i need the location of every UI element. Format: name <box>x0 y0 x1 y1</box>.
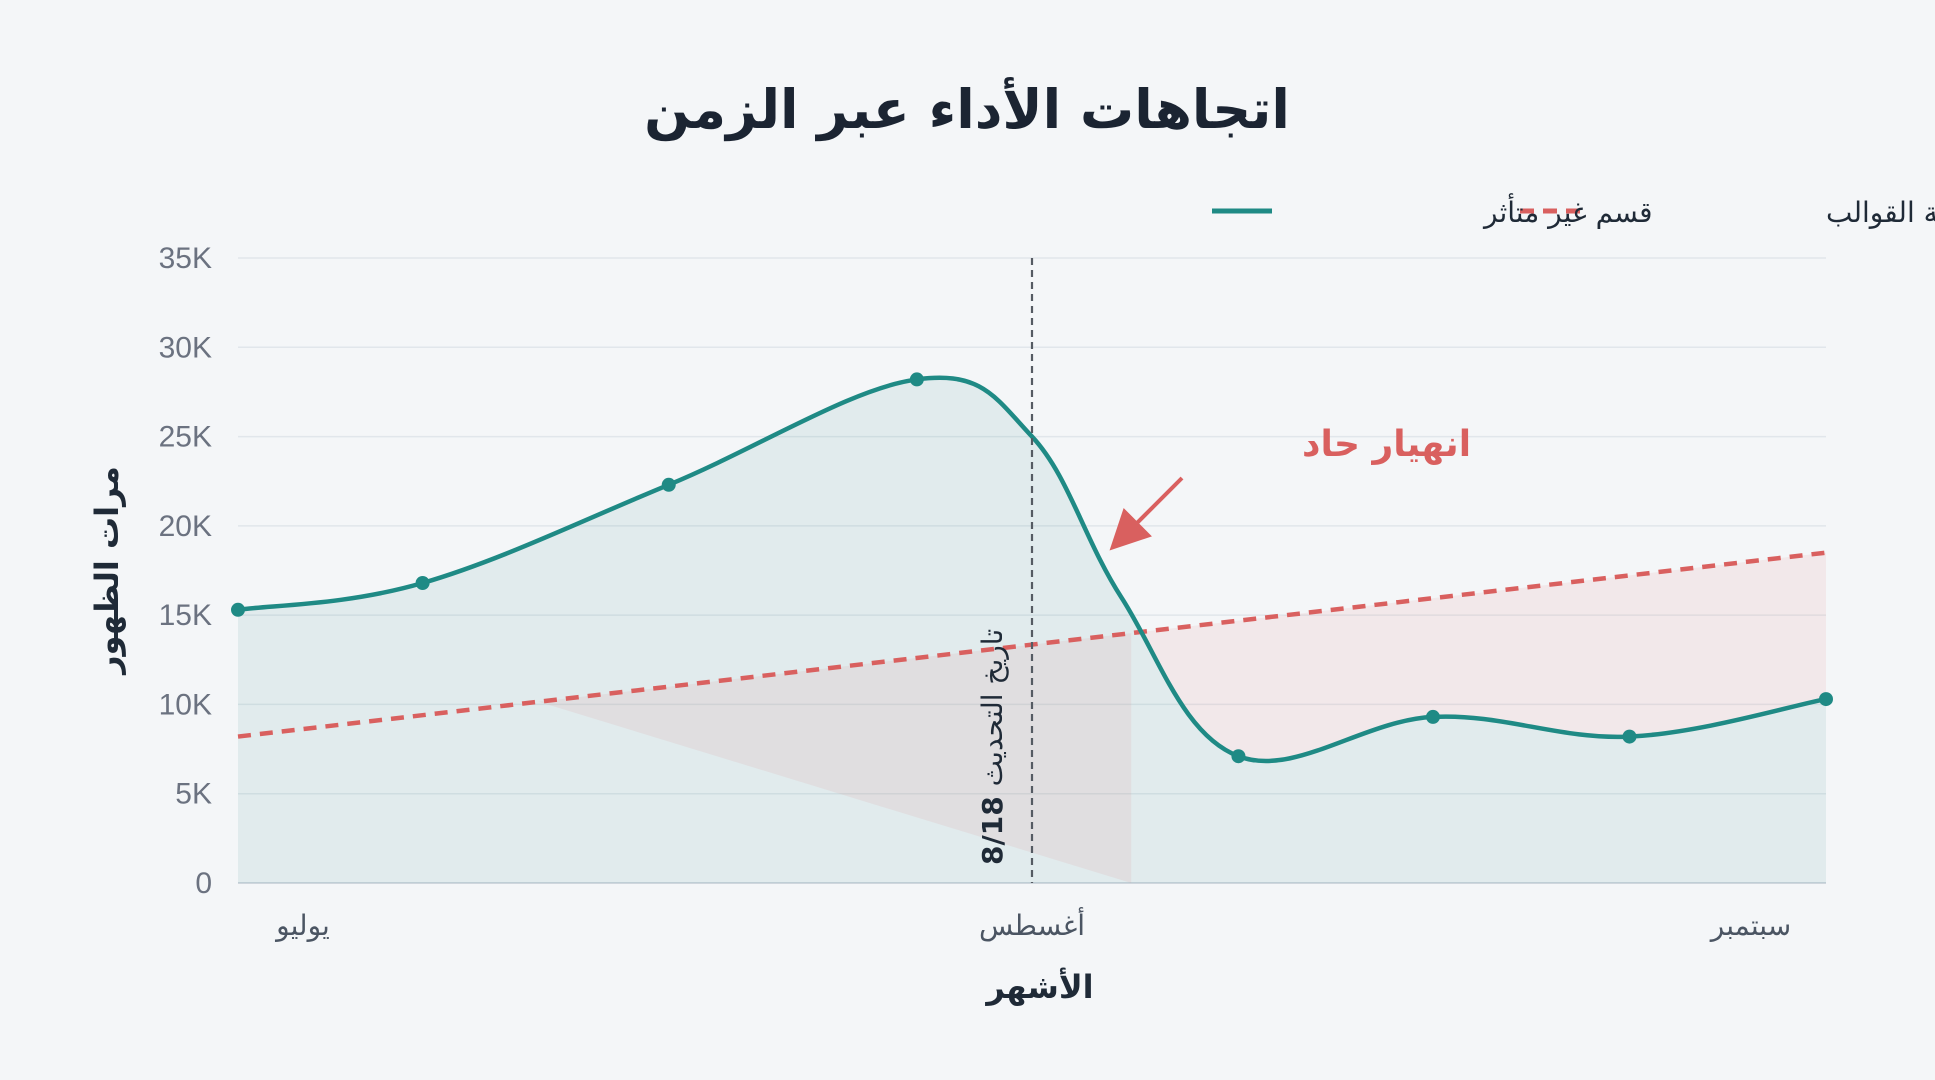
x-axis-ticks: يوليو أغسطس سبتمبر <box>274 906 1791 942</box>
y-tick-label: 20K <box>159 510 212 543</box>
annotation-text: انهيار حاد <box>1302 424 1471 465</box>
data-point <box>415 576 430 590</box>
annotation-arrow <box>1109 476 1184 551</box>
y-tick-label: 10K <box>159 688 212 721</box>
data-point <box>1231 749 1246 764</box>
x-tick-label: يوليو <box>274 909 330 942</box>
y-tick-label: 25K <box>159 421 212 454</box>
x-tick-label: سبتمبر <box>1709 909 1791 942</box>
reference-line-group: 8/18 تاريخ التحديث <box>976 258 1034 883</box>
reference-line-label: 8/18 تاريخ التحديث <box>976 629 1009 865</box>
y-tick-label: 5K <box>175 778 212 811</box>
y-tick-label: 15K <box>159 599 212 632</box>
reference-line-date: 8/18 <box>976 796 1009 865</box>
x-axis-title: الأشهر <box>984 967 1093 1006</box>
reference-line-text: تاريخ التحديث <box>976 629 1009 786</box>
x-tick-label: أغسطس <box>979 906 1085 942</box>
data-point <box>661 477 676 492</box>
y-tick-label: 0 <box>195 867 212 900</box>
data-point <box>231 602 245 617</box>
chart-title: اتجاهات الأداء عبر الزمن <box>644 77 1290 141</box>
annotation: انهيار حاد <box>1109 424 1471 551</box>
y-axis-title: مرات الظهور <box>88 466 126 676</box>
y-axis-ticks: 0 5K 10K 15K 20K 25K 30K 35K <box>159 242 212 900</box>
legend: مجموعة القوالب قسم غير متأثر <box>1212 192 1935 229</box>
legend-label-templates: مجموعة القوالب <box>1826 196 1935 229</box>
legend-label-unaffected: قسم غير متأثر <box>1482 192 1653 229</box>
data-point <box>1425 709 1440 724</box>
data-point <box>909 372 924 387</box>
y-tick-label: 30K <box>159 331 212 364</box>
data-point <box>1819 692 1833 707</box>
series-line-unaffected <box>237 375 1827 764</box>
series-markers <box>231 372 1833 764</box>
y-tick-label: 35K <box>159 242 212 275</box>
data-point <box>1622 729 1637 744</box>
